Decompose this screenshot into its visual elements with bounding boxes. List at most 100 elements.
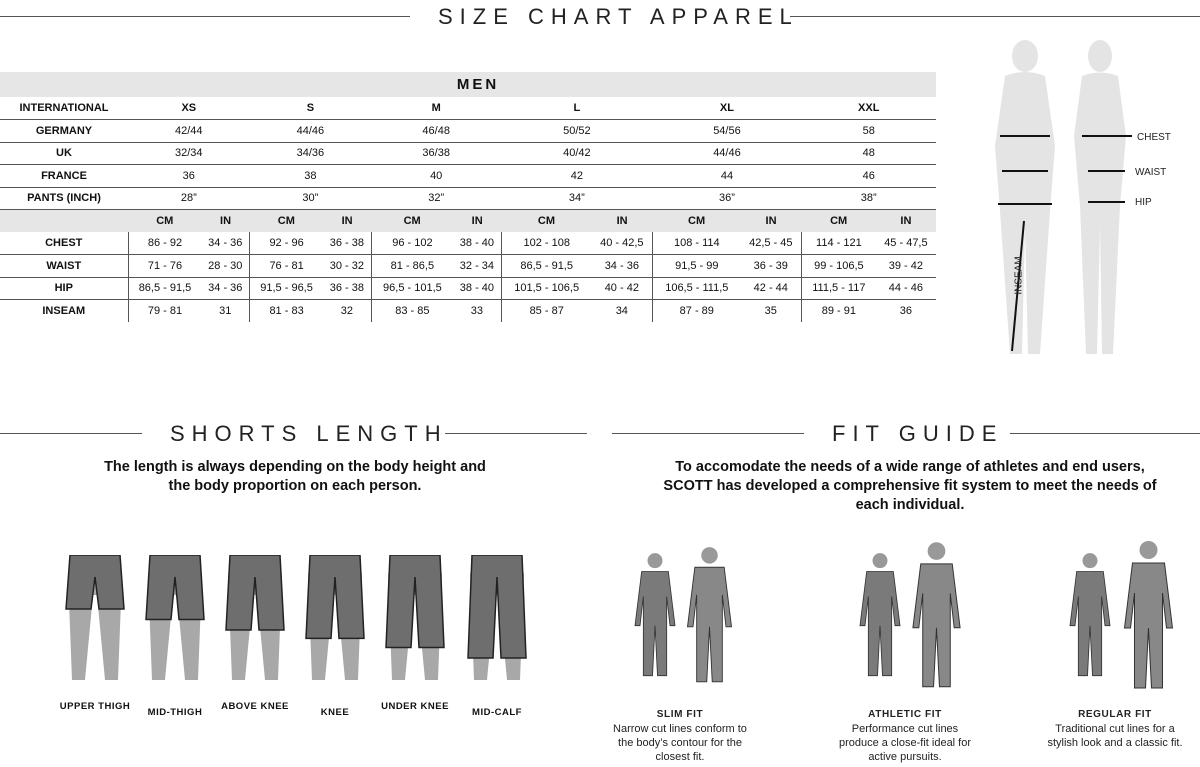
unit-in-header: IN	[323, 209, 372, 232]
size-cell: 38”	[801, 187, 936, 210]
size-cell: 58	[801, 119, 936, 143]
unit-header-row: CM IN CM IN CM IN CM IN CM IN CM IN	[0, 209, 936, 232]
measure-cell: 31	[219, 305, 232, 317]
measure-row: CHEST 86 - 92 34 - 36 92 - 96 36 - 38 96 - 10…	[0, 232, 936, 255]
size-cell: 36/38	[371, 142, 502, 165]
unit-in-header: IN	[201, 209, 250, 232]
measure-cell: 92 - 96	[249, 232, 324, 255]
measure-cell: 106,5 - 111,5	[651, 277, 741, 300]
measure-cell: 96,5 - 101,5	[370, 277, 454, 300]
fit-item: SLIM FIT Narrow cut lines conform to the…	[590, 708, 770, 764]
measure-cell: 34 - 36	[201, 232, 250, 255]
shorts-rule-right	[445, 433, 587, 434]
shorts-figure	[305, 555, 365, 680]
size-cell: XXL	[801, 97, 936, 120]
size-cell: 34”	[501, 187, 653, 210]
measure-cell: 45 - 47,5	[875, 232, 936, 255]
fit-person-figure	[634, 553, 676, 677]
measure-cell: 79 - 81	[127, 299, 202, 322]
size-cell: 32”	[371, 187, 502, 210]
unit-cm-header: CM	[801, 209, 876, 232]
size-cell: 54/56	[652, 119, 802, 143]
measure-cell: 86,5 - 91,5	[500, 254, 592, 278]
size-cell: S	[249, 97, 372, 120]
size-cell: 32/34	[128, 142, 250, 165]
unit-cm-header: CM	[249, 209, 324, 232]
size-cell: 30”	[249, 187, 372, 210]
measure-cell: 86,5 - 91,5	[127, 277, 202, 300]
fit-person-figure	[912, 542, 961, 688]
fit-item-title: ATHLETIC FIT	[868, 709, 942, 720]
unit-in-header: IN	[591, 209, 653, 232]
measure-cell: 81 - 86,5	[370, 254, 454, 278]
fit-person-figure	[859, 553, 901, 677]
size-cell: 42	[501, 164, 653, 188]
size-cell: 42/44	[128, 119, 250, 143]
size-cell: 38	[249, 164, 372, 188]
shorts-label: UPPER THIGH	[59, 701, 131, 712]
measure-cell: 40 - 42	[591, 277, 653, 300]
fit-person-figure	[1069, 553, 1111, 677]
row-label: INSEAM	[42, 305, 86, 317]
shorts-figure	[145, 555, 205, 680]
size-cell: 50/52	[501, 119, 653, 143]
size-row: GERMANY 42/44 44/46 46/48 50/52 54/56 58	[0, 119, 936, 143]
row-label: FRANCE	[0, 164, 128, 188]
measure-cell: 85 - 87	[500, 299, 592, 322]
shorts-text: The length is always depending on the bo…	[104, 459, 486, 494]
size-row: FRANCE 36 38 40 42 44 46	[0, 164, 936, 188]
measure-cell: 42,5 - 45	[740, 232, 802, 255]
size-cell: 36”	[652, 187, 802, 210]
measure-cell: 86 - 92	[127, 232, 202, 255]
fit-item: REGULAR FIT Traditional cut lines for a …	[1025, 708, 1200, 750]
size-cell: XS	[128, 97, 250, 120]
measure-cell: 76 - 81	[249, 254, 324, 278]
measure-cell: 89 - 91	[800, 299, 876, 322]
body-measurement-figure	[995, 40, 1132, 354]
unit-cm-header: CM	[501, 209, 592, 232]
shorts-label: ABOVE KNEE	[221, 701, 289, 712]
measure-cell: 111,5 - 117	[800, 277, 876, 300]
measure-cell: 87 - 89	[651, 299, 741, 322]
measure-row: WAIST 71 - 76 28 - 30 76 - 81 30 - 32 81 - 86…	[0, 254, 936, 278]
row-label: PANTS (INCH)	[0, 187, 128, 210]
title-rule-right	[790, 16, 1200, 17]
size-cell: 40/42	[501, 142, 653, 165]
measure-cell: 81 - 83	[249, 299, 324, 322]
page-title: SIZE CHART APPAREL	[438, 4, 799, 29]
shorts-label: MID-CALF	[472, 707, 522, 718]
shorts-figure	[467, 555, 527, 680]
fit-item-title: REGULAR FIT	[1078, 709, 1152, 720]
unit-in-header: IN	[740, 209, 802, 232]
measure-cell: 34 - 36	[591, 254, 653, 278]
row-label: HIP	[0, 277, 128, 300]
size-cell: 28”	[128, 187, 250, 210]
measure-cell: 96 - 102	[370, 232, 454, 255]
row-label: UK	[0, 142, 128, 165]
fit-title: FIT GUIDE	[832, 421, 1004, 446]
measure-cell: 42 - 44	[740, 277, 802, 300]
size-cell: 46/48	[371, 119, 502, 143]
fit-item-desc: Narrow cut lines conform to the body’s c…	[613, 723, 747, 763]
inseam-label: INSEAM	[1013, 256, 1025, 295]
measure-cell: 91,5 - 96,5	[249, 277, 324, 300]
size-row: UK 32/34 34/36 36/38 40/42 44/46 48	[0, 142, 936, 165]
unit-cm-header: CM	[128, 209, 202, 232]
shorts-label: KNEE	[320, 707, 350, 718]
measure-cell: 83 - 85	[370, 299, 454, 322]
fit-item-desc: Performance cut lines produce a close-fi…	[838, 723, 972, 763]
size-cell: L	[501, 97, 653, 120]
shorts-figure	[385, 555, 445, 680]
men-heading-row: MEN	[0, 72, 936, 97]
measure-cell: 32 - 34	[453, 254, 502, 278]
size-row: PANTS (INCH) 28” 30” 32” 34” 36” 38”	[0, 187, 936, 210]
size-cell: XL	[652, 97, 802, 120]
blank-cell	[0, 209, 128, 232]
men-size-table: MEN INTERNATIONAL XS S M L XL XXL GERMANY 42/44 44…	[0, 72, 936, 322]
measure-cell: 30 - 32	[323, 254, 372, 278]
measure-cell: 102 - 108	[500, 232, 592, 255]
shorts-rule-left	[0, 433, 142, 434]
unit-cm-header: CM	[371, 209, 454, 232]
fit-item: ATHLETIC FIT Performance cut lines produ…	[815, 708, 995, 764]
size-cell: M	[371, 97, 502, 120]
